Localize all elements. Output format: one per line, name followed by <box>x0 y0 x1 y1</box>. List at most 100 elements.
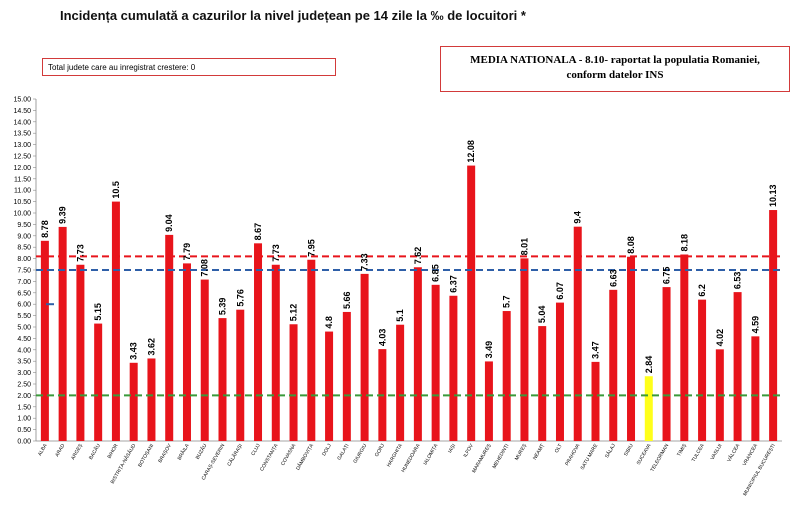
bar-6 <box>147 358 156 441</box>
y-tick-label: 9.50 <box>17 222 31 229</box>
value-label-21: 7.62 <box>413 247 423 265</box>
category-label-4: BIHOR <box>107 443 120 460</box>
bar-23 <box>449 295 458 441</box>
bar-30 <box>573 226 582 441</box>
value-label-38: 4.02 <box>715 329 725 347</box>
national-average-line1: MEDIA NATIONALA - 8.10- raportat la popu… <box>470 54 760 66</box>
category-label-3: BACĂU <box>87 442 102 461</box>
value-label-31: 3.47 <box>591 341 601 359</box>
category-label-37: TULCEA <box>691 442 706 463</box>
bar-32 <box>609 289 618 441</box>
value-label-29: 6.07 <box>555 282 565 300</box>
y-tick-label: 1.00 <box>17 416 31 423</box>
category-label-14: COVASNA <box>280 442 298 466</box>
bar-20 <box>396 324 405 441</box>
bar-2 <box>76 264 85 441</box>
value-label-23: 6.37 <box>448 275 458 293</box>
y-tick-label: 11.50 <box>14 176 31 183</box>
chart-title: Incidența cumulată a cazurilor la nivel … <box>60 8 526 23</box>
category-label-26: MEHEDINȚI <box>491 443 510 470</box>
value-label-4: 10.5 <box>111 181 121 199</box>
value-label-35: 6.75 <box>662 267 672 285</box>
value-label-37: 6.2 <box>697 284 707 297</box>
category-label-17: GALAȚI <box>336 443 350 461</box>
y-tick-label: 6.00 <box>17 302 31 309</box>
bar-15 <box>307 259 316 441</box>
category-label-30: PRAHOVA <box>564 442 582 466</box>
category-label-13: CONSTANȚA <box>259 442 280 472</box>
national-average-box: MEDIA NATIONALA - 8.10- raportat la popu… <box>440 46 790 92</box>
category-label-18: GIURGIU <box>352 443 368 465</box>
bar-12 <box>254 243 263 441</box>
value-label-25: 3.49 <box>484 341 494 359</box>
category-label-24: ILFOV <box>462 442 475 458</box>
y-tick-label: 0.50 <box>17 427 31 434</box>
y-tick-label: 12.00 <box>13 165 31 172</box>
category-label-34: SUCEAVA <box>636 442 653 466</box>
category-label-41: MUNICIPIUL BUCUREȘTI <box>742 443 777 497</box>
category-label-6: BOTOȘANI <box>137 443 155 468</box>
y-tick-label: 11.00 <box>14 188 31 195</box>
value-label-13: 7.73 <box>271 244 281 262</box>
bar-17 <box>342 311 351 441</box>
bar-5 <box>129 362 138 441</box>
category-label-25: MARAMUREȘ <box>471 442 493 474</box>
value-label-7: 9.04 <box>164 214 174 232</box>
bar-21 <box>413 267 422 441</box>
bar-8 <box>182 263 191 441</box>
value-label-18: 7.33 <box>360 253 370 271</box>
bar-3 <box>94 323 103 441</box>
bar-16 <box>325 331 334 441</box>
category-label-40: VRANCEA <box>742 442 760 467</box>
category-label-2: ARGEȘ <box>70 442 84 461</box>
value-label-5: 3.43 <box>129 342 139 360</box>
bar-25 <box>484 361 493 441</box>
value-label-3: 5.15 <box>93 303 103 321</box>
value-label-40: 4.59 <box>750 316 760 334</box>
bar-7 <box>165 234 174 441</box>
bar-40 <box>751 336 760 441</box>
national-average-line2: conform datelor INS <box>566 69 664 81</box>
y-tick-label: 10.00 <box>13 211 31 218</box>
y-tick-label: 10.50 <box>13 199 31 206</box>
value-label-14: 5.12 <box>289 304 299 322</box>
y-tick-label: 9.00 <box>17 233 31 240</box>
category-label-9: BUZĂU <box>194 442 209 461</box>
category-label-32: SĂLAJ <box>603 442 617 459</box>
value-label-0: 8.78 <box>40 220 50 238</box>
bar-9 <box>200 279 209 441</box>
category-label-15: DÂMBOVIȚA <box>294 442 315 472</box>
bar-13 <box>271 264 280 441</box>
category-label-31: SATU MARE <box>580 442 600 471</box>
bar-18 <box>360 273 369 441</box>
y-tick-label: 13.00 <box>13 142 31 149</box>
category-label-29: OLT <box>554 443 564 454</box>
category-label-20: HARGHITA <box>386 442 404 468</box>
y-tick-label: 8.00 <box>17 256 31 263</box>
y-tick-label: 2.50 <box>17 382 31 389</box>
bar-37 <box>698 299 707 441</box>
category-label-8: BRĂILA <box>176 442 191 461</box>
bar-34 <box>644 376 653 441</box>
value-label-10: 5.39 <box>218 298 228 316</box>
bar-26 <box>502 311 511 441</box>
bar-31 <box>591 361 600 441</box>
category-label-35: TELEORMAN <box>650 443 671 473</box>
bar-35 <box>662 287 671 441</box>
category-label-7: BRAȘOV <box>157 442 173 464</box>
y-tick-label: 4.00 <box>17 347 31 354</box>
y-tick-label: 5.00 <box>17 325 31 332</box>
category-label-39: VÂLCEA <box>725 442 741 463</box>
value-label-26: 5.7 <box>502 296 512 309</box>
y-tick-label: 13.50 <box>13 131 31 138</box>
value-label-11: 5.76 <box>235 289 245 307</box>
category-label-23: IAȘI <box>447 443 457 454</box>
y-tick-label: 7.50 <box>17 268 31 275</box>
y-tick-label: 14.50 <box>13 108 31 115</box>
increase-count-box: Total judete care au inregistrat crester… <box>42 58 336 76</box>
value-label-12: 8.67 <box>253 223 263 241</box>
category-label-28: NEAMȚ <box>532 443 546 461</box>
value-label-27: 8.01 <box>519 238 529 256</box>
y-tick-label: 2.00 <box>17 393 31 400</box>
